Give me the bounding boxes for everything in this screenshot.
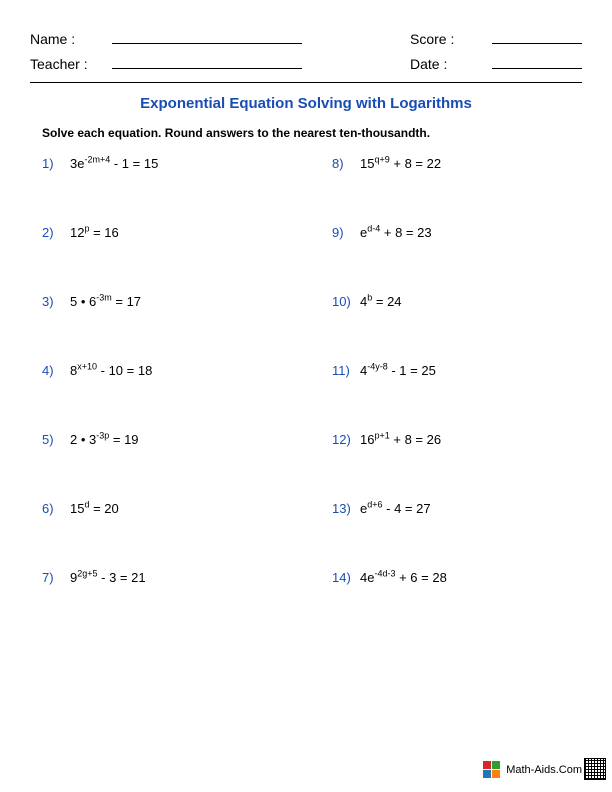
name-blank[interactable] <box>112 28 302 44</box>
problem: 6)15d = 20 <box>42 501 292 516</box>
instruction-text: Solve each equation. Round answers to th… <box>42 126 582 140</box>
problem: 11)4-4y-8 - 1 = 25 <box>332 363 582 378</box>
problem-number: 10) <box>332 294 360 309</box>
problems-container: 1)3e-2m+4 - 1 = 15 2)12p = 16 3)5 • 6-3m =… <box>30 156 582 639</box>
footer: Math-Aids.Com <box>483 761 582 778</box>
problems-column-right: 8)15q+9 + 8 = 22 9)ed-4 + 8 = 23 10)4b = 2… <box>332 156 582 639</box>
problem-expression: 4b = 24 <box>360 294 402 309</box>
problem: 4)8x+10 - 10 = 18 <box>42 363 292 378</box>
problem-number: 6) <box>42 501 70 516</box>
problem: 1)3e-2m+4 - 1 = 15 <box>42 156 292 171</box>
problem: 3)5 • 6-3m = 17 <box>42 294 292 309</box>
teacher-label: Teacher : <box>30 56 100 72</box>
problem: 13)ed+6 - 4 = 27 <box>332 501 582 516</box>
problem-expression: 15q+9 + 8 = 22 <box>360 156 441 171</box>
problem: 8)15q+9 + 8 = 22 <box>332 156 582 171</box>
problem-number: 2) <box>42 225 70 240</box>
problem-number: 8) <box>332 156 360 171</box>
name-field: Name : <box>30 28 302 47</box>
qr-code-icon <box>584 758 606 780</box>
logo-icon <box>483 761 500 778</box>
score-label: Score : <box>410 31 480 47</box>
problem: 10)4b = 24 <box>332 294 582 309</box>
teacher-blank[interactable] <box>112 53 302 69</box>
score-blank[interactable] <box>492 28 582 44</box>
problem-expression: 2 • 3-3p = 19 <box>70 432 139 447</box>
problem-expression: 4-4y-8 - 1 = 25 <box>360 363 436 378</box>
footer-text: Math-Aids.Com <box>506 764 582 776</box>
problem-number: 7) <box>42 570 70 585</box>
header-divider <box>30 82 582 83</box>
problem-number: 11) <box>332 363 360 378</box>
problem: 7)92g+5 - 3 = 21 <box>42 570 292 585</box>
name-label: Name : <box>30 31 100 47</box>
problem-number: 4) <box>42 363 70 378</box>
problem: 9)ed-4 + 8 = 23 <box>332 225 582 240</box>
problem: 2)12p = 16 <box>42 225 292 240</box>
problems-column-left: 1)3e-2m+4 - 1 = 15 2)12p = 16 3)5 • 6-3m =… <box>42 156 292 639</box>
problem-expression: 16p+1 + 8 = 26 <box>360 432 441 447</box>
problem-number: 3) <box>42 294 70 309</box>
problem-number: 9) <box>332 225 360 240</box>
problem-expression: ed-4 + 8 = 23 <box>360 225 432 240</box>
problem-expression: 92g+5 - 3 = 21 <box>70 570 146 585</box>
problem-expression: 8x+10 - 10 = 18 <box>70 363 152 378</box>
problem: 5)2 • 3-3p = 19 <box>42 432 292 447</box>
problem: 12)16p+1 + 8 = 26 <box>332 432 582 447</box>
problem-expression: 3e-2m+4 - 1 = 15 <box>70 156 158 171</box>
problem-number: 1) <box>42 156 70 171</box>
problem-expression: 5 • 6-3m = 17 <box>70 294 141 309</box>
date-blank[interactable] <box>492 53 582 69</box>
problem-expression: 15d = 20 <box>70 501 119 516</box>
problem-number: 14) <box>332 570 360 585</box>
problem-expression: ed+6 - 4 = 27 <box>360 501 431 516</box>
date-label: Date : <box>410 56 480 72</box>
problem-number: 5) <box>42 432 70 447</box>
problem-expression: 4e-4d-3 + 6 = 28 <box>360 570 447 585</box>
worksheet-title: Exponential Equation Solving with Logari… <box>30 95 582 112</box>
score-field: Score : <box>410 28 582 47</box>
date-field: Date : <box>410 53 582 72</box>
problem-expression: 12p = 16 <box>70 225 119 240</box>
problem: 14)4e-4d-3 + 6 = 28 <box>332 570 582 585</box>
header-row-2: Teacher : Date : <box>30 53 582 72</box>
problem-number: 12) <box>332 432 360 447</box>
teacher-field: Teacher : <box>30 53 302 72</box>
header-row-1: Name : Score : <box>30 28 582 47</box>
problem-number: 13) <box>332 501 360 516</box>
